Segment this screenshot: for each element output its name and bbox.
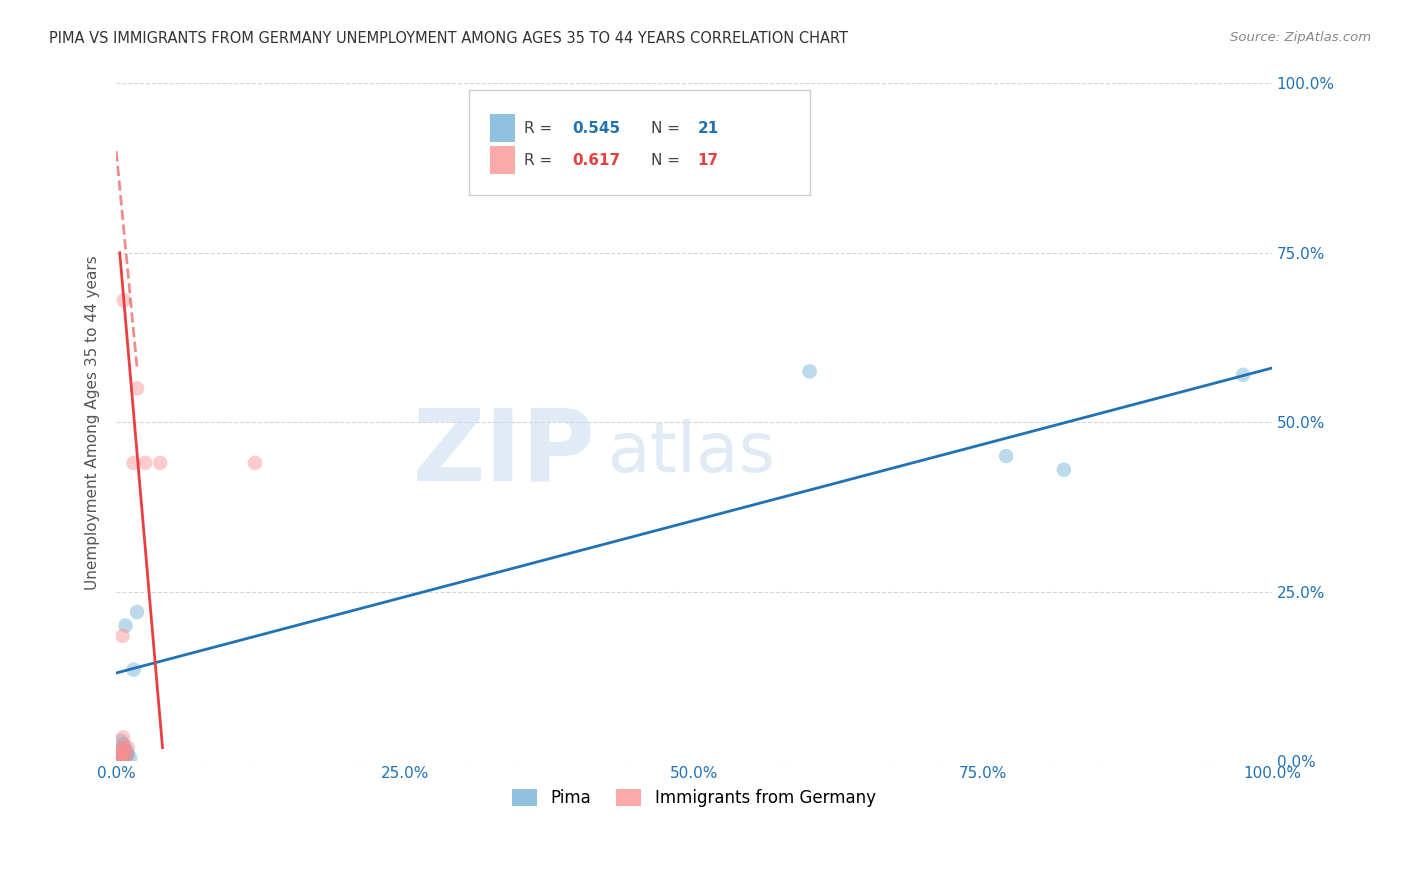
- Point: [108, 750, 131, 764]
- Text: N =: N =: [651, 120, 681, 136]
- Bar: [489, 145, 515, 174]
- Text: N =: N =: [651, 153, 681, 168]
- Point: [111, 740, 134, 755]
- FancyBboxPatch shape: [468, 90, 810, 195]
- Y-axis label: Unemployment Among Ages 35 to 44 years: Unemployment Among Ages 35 to 44 years: [86, 255, 100, 590]
- Point: [1053, 463, 1076, 477]
- Point: [114, 750, 136, 764]
- Text: PIMA VS IMMIGRANTS FROM GERMANY UNEMPLOYMENT AMONG AGES 35 TO 44 YEARS CORRELATI: PIMA VS IMMIGRANTS FROM GERMANY UNEMPLOY…: [49, 31, 848, 46]
- Point: [1232, 368, 1254, 382]
- Point: [112, 731, 135, 745]
- Point: [995, 449, 1018, 463]
- Point: [112, 293, 135, 308]
- Point: [117, 740, 139, 755]
- Text: ZIP: ZIP: [413, 404, 596, 501]
- Point: [108, 750, 131, 764]
- Text: 21: 21: [697, 120, 718, 136]
- Point: [120, 750, 142, 764]
- Point: [110, 744, 132, 758]
- Point: [114, 746, 136, 760]
- Point: [110, 733, 132, 747]
- Point: [110, 752, 132, 766]
- Text: R =: R =: [524, 153, 553, 168]
- Point: [125, 381, 148, 395]
- Point: [134, 456, 156, 470]
- Point: [111, 629, 134, 643]
- Point: [149, 456, 172, 470]
- Text: atlas: atlas: [607, 419, 775, 486]
- Point: [114, 618, 136, 632]
- Point: [112, 750, 135, 764]
- Bar: [489, 114, 515, 143]
- Point: [122, 456, 145, 470]
- Point: [115, 744, 138, 758]
- Point: [111, 744, 134, 758]
- Point: [112, 740, 135, 755]
- Text: R =: R =: [524, 120, 553, 136]
- Legend: Pima, Immigrants from Germany: Pima, Immigrants from Germany: [506, 782, 883, 814]
- Point: [112, 740, 135, 755]
- Text: 0.617: 0.617: [572, 153, 621, 168]
- Point: [115, 747, 138, 762]
- Point: [114, 750, 136, 764]
- Point: [117, 747, 139, 762]
- Point: [799, 364, 821, 378]
- Point: [111, 748, 134, 763]
- Point: [110, 747, 132, 762]
- Text: Source: ZipAtlas.com: Source: ZipAtlas.com: [1230, 31, 1371, 45]
- Point: [112, 737, 135, 751]
- Text: 0.545: 0.545: [572, 120, 621, 136]
- Point: [125, 605, 148, 619]
- Point: [243, 456, 266, 470]
- Text: 17: 17: [697, 153, 718, 168]
- Point: [122, 663, 145, 677]
- Point: [110, 752, 132, 766]
- Point: [110, 748, 132, 763]
